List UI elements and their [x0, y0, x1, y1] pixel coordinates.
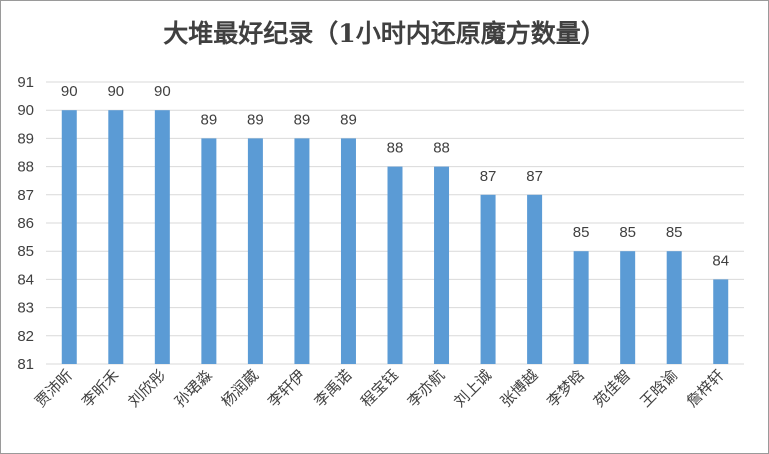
x-tick-label: 詹梓轩 [683, 366, 728, 411]
y-tick-label: 86 [17, 215, 34, 232]
bar [294, 138, 310, 364]
data-label: 87 [526, 168, 543, 185]
x-tick-label: 李昕禾 [78, 366, 123, 411]
y-tick-label: 90 [17, 102, 34, 119]
y-tick-label: 82 [17, 328, 34, 345]
bar [434, 166, 450, 364]
bar [108, 110, 124, 364]
x-tick-label: 张博越 [497, 366, 542, 411]
y-tick-label: 81 [17, 356, 34, 373]
x-tick-label: 苑佳智 [590, 366, 635, 411]
data-label: 85 [666, 224, 683, 241]
data-label: 87 [480, 168, 497, 185]
data-labels: 90 90 90 89 89 89 89 88 88 87 87 85 85 85 84 [61, 83, 729, 269]
x-tick-label: 李梦晗 [543, 366, 588, 411]
x-tick-label: 程宝钰 [357, 366, 402, 411]
y-tick-label: 89 [17, 130, 34, 147]
data-label: 89 [294, 111, 311, 128]
x-tick-label: 王晗谕 [636, 366, 681, 411]
x-tick-label: 李轩伊 [264, 366, 309, 411]
data-label: 84 [712, 252, 729, 269]
bar [527, 194, 543, 364]
x-tick-label: 孙珺淼 [171, 366, 216, 411]
data-label: 90 [154, 83, 171, 100]
y-tick-label: 83 [17, 300, 34, 317]
x-tick-label: 刘欣彤 [125, 366, 170, 411]
bar [620, 251, 636, 364]
x-tick-label: 李亦航 [404, 366, 449, 411]
x-tick-label: 杨润葳 [218, 366, 263, 411]
bars [61, 110, 729, 364]
x-tick-label: 刘上诚 [450, 366, 495, 411]
data-label: 90 [61, 83, 78, 100]
y-tick-label: 91 [17, 74, 34, 91]
y-tick-label: 85 [17, 243, 34, 260]
bar [666, 251, 682, 364]
bar [201, 138, 217, 364]
chart-title: 大堆最好纪录（1小时内还原魔方数量） [163, 19, 606, 48]
x-tick-label: 贾沛昕 [32, 366, 77, 411]
bar [713, 279, 729, 364]
y-tick-label: 88 [17, 159, 34, 176]
bar [480, 194, 496, 364]
data-label: 90 [107, 83, 124, 100]
y-tick-label: 84 [17, 271, 34, 288]
bar [61, 110, 77, 364]
data-label: 88 [433, 140, 450, 157]
bar [387, 166, 403, 364]
bar [154, 110, 170, 364]
x-axis: 贾沛昕 李昕禾 刘欣彤 孙珺淼 杨润葳 李轩伊 李禹诺 程宝钰 李亦航 刘上诚 张博越 李梦晗 苑佳智王… [32, 366, 728, 411]
data-label: 88 [387, 140, 404, 157]
x-tick-label: 李禹诺 [311, 366, 356, 411]
y-tick-label: 87 [17, 187, 34, 204]
bar [573, 251, 589, 364]
data-label: 89 [201, 111, 218, 128]
y-axis: 81 82 83 84 85 86 87 88 89 90 91 [17, 74, 34, 373]
bar [247, 138, 263, 364]
data-label: 85 [573, 224, 590, 241]
bar [340, 138, 356, 364]
data-label: 85 [619, 224, 636, 241]
data-label: 89 [247, 111, 264, 128]
data-label: 89 [340, 111, 357, 128]
